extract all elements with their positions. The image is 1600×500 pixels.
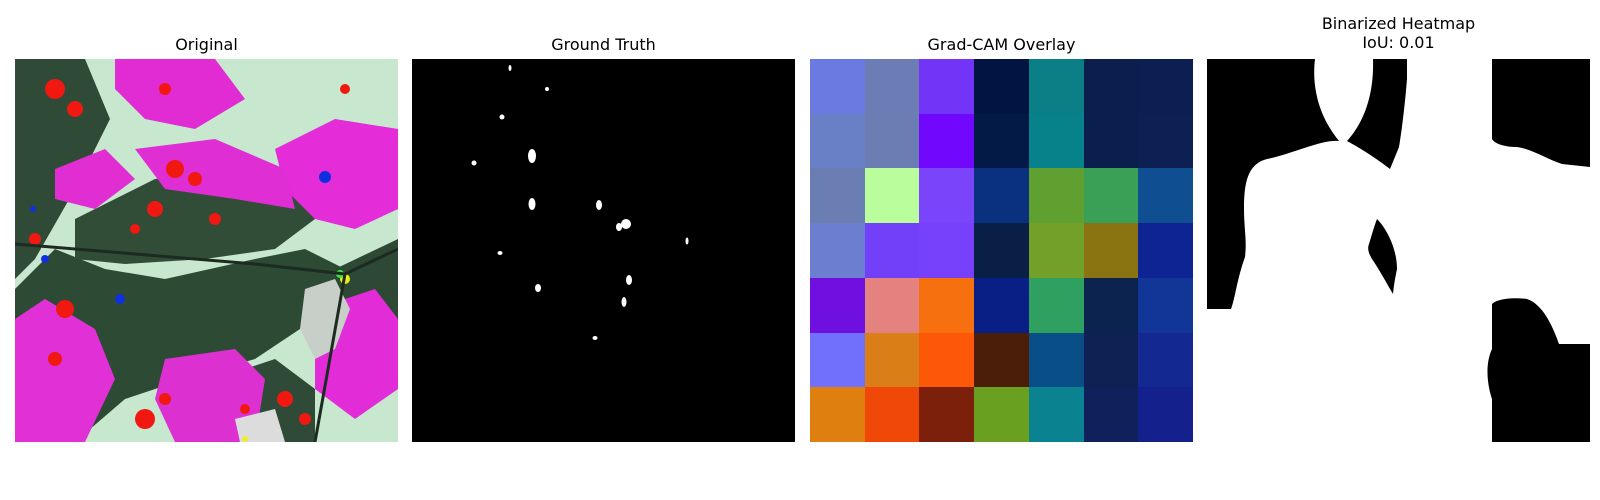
gradcam-cell	[1138, 223, 1193, 278]
gradcam-cell	[1138, 59, 1193, 114]
gradcam-overlay-title: Grad-CAM Overlay	[927, 35, 1076, 54]
gradcam-cell	[864, 223, 920, 278]
gradcam-cell	[1028, 387, 1084, 442]
gradcam-cell	[974, 168, 1029, 224]
gradcam-cell	[1083, 332, 1139, 388]
gradcam-cell	[1028, 332, 1084, 388]
gradcam-overlay	[810, 59, 1193, 442]
binarized-heatmap-title: Binarized Heatmap IoU: 0.01	[1207, 14, 1590, 52]
gradcam-cell	[1083, 59, 1139, 114]
gradcam-cell	[974, 113, 1029, 169]
ground-truth-mask	[412, 59, 795, 442]
gradcam-cell	[974, 223, 1029, 278]
gradcam-cell	[810, 59, 865, 114]
gradcam-cell	[1083, 168, 1139, 224]
gradcam-cell	[864, 332, 920, 388]
gradcam-cell	[864, 387, 920, 442]
gradcam-cell	[974, 59, 1029, 114]
binarized-heatmap-title-line1: Binarized Heatmap	[1321, 14, 1476, 33]
gradcam-cell	[864, 168, 920, 224]
gradcam-cell	[1138, 168, 1193, 224]
gradcam-cell	[810, 332, 865, 388]
gradcam-cell	[810, 223, 865, 278]
gradcam-cell	[1083, 277, 1139, 333]
gradcam-cell	[810, 277, 865, 333]
gradcam-grid	[810, 59, 1193, 442]
gradcam-cell	[810, 113, 865, 169]
gradcam-cell	[974, 387, 1029, 442]
gradcam-cell	[1083, 387, 1139, 442]
gradcam-cell	[919, 223, 975, 278]
original-leaf-graphic	[15, 59, 398, 442]
gradcam-cell	[974, 277, 1029, 333]
ground-truth-title: Ground Truth	[551, 35, 656, 54]
gradcam-cell	[919, 59, 975, 114]
gradcam-cell	[1028, 223, 1084, 278]
gradcam-cell	[810, 387, 865, 442]
binarized-heatmap	[1207, 59, 1590, 442]
gradcam-cell	[1138, 277, 1193, 333]
gradcam-cell	[919, 332, 975, 388]
binarized-heatmap-mask	[1207, 59, 1590, 442]
ground-truth-spots	[412, 59, 795, 442]
gradcam-cell	[1028, 277, 1084, 333]
gradcam-cell	[1138, 387, 1193, 442]
gradcam-cell	[1138, 332, 1193, 388]
gradcam-cell	[810, 168, 865, 224]
gradcam-cell	[919, 168, 975, 224]
gradcam-cell	[864, 277, 920, 333]
original-title: Original	[175, 35, 238, 54]
original-image	[15, 59, 398, 442]
gradcam-cell	[919, 113, 975, 169]
gradcam-cell	[864, 113, 920, 169]
gradcam-cell	[1083, 113, 1139, 169]
gradcam-cell	[1083, 223, 1139, 278]
gradcam-cell	[1028, 59, 1084, 114]
gradcam-cell	[919, 277, 975, 333]
gradcam-cell	[1138, 113, 1193, 169]
gradcam-cell	[1028, 113, 1084, 169]
gradcam-cell	[974, 332, 1029, 388]
gradcam-cell	[864, 59, 920, 114]
gradcam-cell	[919, 387, 975, 442]
iou-score-label: IoU: 0.01	[1362, 33, 1435, 52]
gradcam-cell	[1028, 168, 1084, 224]
